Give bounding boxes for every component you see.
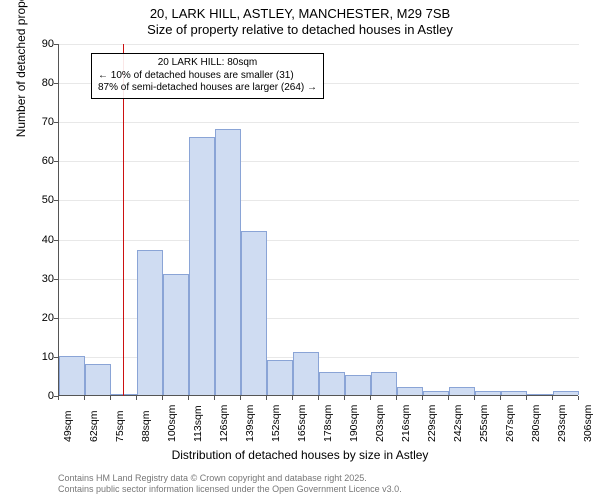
x-tick [422, 396, 423, 400]
y-tick [54, 122, 58, 123]
y-tick-label: 60 [14, 155, 54, 167]
x-tick [240, 396, 241, 400]
x-tick-label: 126sqm [218, 405, 230, 442]
x-tick-label: 152sqm [270, 405, 282, 442]
x-tick-label: 62sqm [88, 410, 100, 442]
x-tick [474, 396, 475, 400]
histogram-bar [85, 364, 111, 395]
y-tick [54, 83, 58, 84]
histogram-bar [449, 387, 475, 395]
x-tick [266, 396, 267, 400]
x-tick [136, 396, 137, 400]
x-tick-label: 139sqm [244, 405, 256, 442]
x-tick-label: 229sqm [426, 405, 438, 442]
gridline [59, 240, 579, 241]
histogram-bar [189, 137, 215, 395]
y-tick-label: 50 [14, 194, 54, 206]
histogram-bar [111, 394, 137, 395]
x-tick-label: 113sqm [192, 405, 204, 442]
x-tick-label: 178sqm [322, 405, 334, 442]
chart-title-line2: Size of property relative to detached ho… [0, 22, 600, 37]
histogram-bar [137, 250, 163, 395]
x-tick-label: 242sqm [452, 405, 464, 442]
gridline [59, 200, 579, 201]
x-tick [578, 396, 579, 400]
x-tick-label: 203sqm [374, 405, 386, 442]
y-tick-label: 30 [14, 273, 54, 285]
histogram-bar [241, 231, 267, 395]
x-tick-label: 165sqm [296, 405, 308, 442]
gridline [59, 122, 579, 123]
x-tick [58, 396, 59, 400]
chart-title-line1: 20, LARK HILL, ASTLEY, MANCHESTER, M29 7… [0, 6, 600, 21]
annotation-line2: ← 10% of detached houses are smaller (31… [98, 70, 317, 83]
copyright-line1: Contains HM Land Registry data © Crown c… [58, 473, 402, 485]
y-tick-label: 20 [14, 312, 54, 324]
x-tick [396, 396, 397, 400]
y-tick-label: 10 [14, 351, 54, 363]
copyright-line2: Contains public sector information licen… [58, 484, 402, 496]
y-tick [54, 357, 58, 358]
histogram-bar [475, 391, 501, 395]
annotation-box: 20 LARK HILL: 80sqm ← 10% of detached ho… [91, 53, 324, 99]
x-tick [448, 396, 449, 400]
x-tick-label: 293sqm [556, 405, 568, 442]
x-tick [214, 396, 215, 400]
x-tick-label: 88sqm [140, 410, 152, 442]
gridline [59, 161, 579, 162]
x-tick [292, 396, 293, 400]
x-tick-label: 267sqm [504, 405, 516, 442]
x-tick [188, 396, 189, 400]
y-tick [54, 200, 58, 201]
x-tick [344, 396, 345, 400]
x-tick [370, 396, 371, 400]
histogram-bar [527, 394, 553, 395]
x-tick [526, 396, 527, 400]
histogram-bar [215, 129, 241, 395]
annotation-line1: 20 LARK HILL: 80sqm [98, 57, 317, 70]
x-tick [318, 396, 319, 400]
x-tick [552, 396, 553, 400]
histogram-bar [59, 356, 85, 395]
histogram-bar [397, 387, 423, 395]
histogram-bar [553, 391, 579, 395]
x-tick [162, 396, 163, 400]
histogram-bar [501, 391, 527, 395]
y-tick [54, 240, 58, 241]
histogram-bar [345, 375, 371, 395]
x-tick-label: 280sqm [530, 405, 542, 442]
y-tick-label: 0 [14, 390, 54, 402]
x-tick-label: 255sqm [478, 405, 490, 442]
histogram-bar [319, 372, 345, 395]
histogram-bar [267, 360, 293, 395]
y-tick-label: 80 [14, 77, 54, 89]
histogram-bar [293, 352, 319, 395]
gridline [59, 44, 579, 45]
x-tick-label: 100sqm [166, 405, 178, 442]
y-tick-label: 90 [14, 38, 54, 50]
copyright-text: Contains HM Land Registry data © Crown c… [58, 473, 402, 496]
x-tick [84, 396, 85, 400]
y-tick [54, 44, 58, 45]
annotation-line3: 87% of semi-detached houses are larger (… [98, 82, 317, 95]
x-tick-label: 75sqm [114, 410, 126, 442]
y-tick [54, 279, 58, 280]
x-tick-label: 49sqm [62, 410, 74, 442]
x-tick-label: 306sqm [582, 405, 594, 442]
y-tick-label: 40 [14, 234, 54, 246]
histogram-bar [371, 372, 397, 395]
x-tick [500, 396, 501, 400]
plot-area: 20 LARK HILL: 80sqm ← 10% of detached ho… [58, 44, 578, 396]
y-tick [54, 161, 58, 162]
histogram-bar [163, 274, 189, 395]
x-tick-label: 190sqm [348, 405, 360, 442]
y-tick-label: 70 [14, 116, 54, 128]
x-tick-label: 216sqm [400, 405, 412, 442]
x-axis-label: Distribution of detached houses by size … [0, 448, 600, 462]
histogram-bar [423, 391, 449, 395]
x-tick [110, 396, 111, 400]
y-tick [54, 318, 58, 319]
